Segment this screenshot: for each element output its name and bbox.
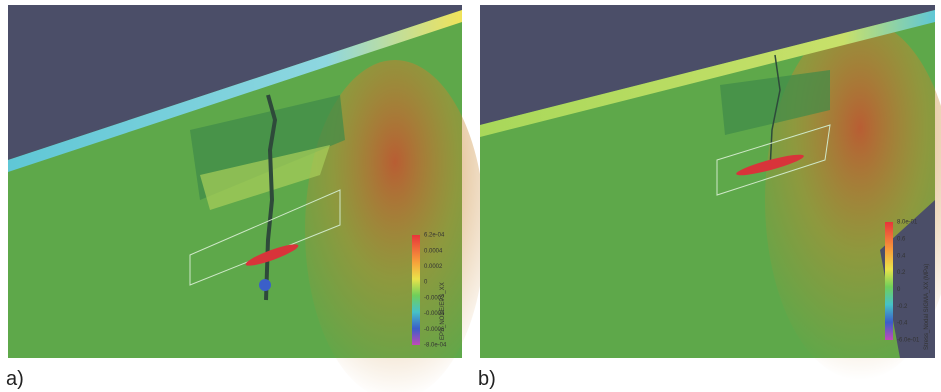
dent-highlight [200, 145, 330, 210]
colorbar [412, 235, 420, 345]
plume [305, 60, 485, 392]
colorbar-tick-label: 0.6 [897, 236, 906, 242]
colorbar [885, 222, 893, 340]
colorbar-title: Stress_Nodal SIGMA_XX (MPa) [924, 264, 930, 350]
colorbar-tick-label: 0.0004 [424, 248, 443, 254]
colorbar-tick-label: 0 [897, 287, 901, 293]
colorbar-tick-label: -0.4 [897, 321, 908, 327]
dent [720, 70, 830, 135]
crack [264, 94, 278, 301]
background [8, 5, 462, 160]
colorbar-tick-label: -0.0006 [424, 327, 445, 333]
colorbar-tick-label: 0.2 [897, 270, 906, 276]
colorbar-tick-label: 0.0002 [424, 264, 443, 270]
edge [480, 10, 935, 137]
colorbar-tick-label: 8.0e-01 [897, 220, 918, 226]
colorbar-tick-label: 6.2e-04 [424, 233, 445, 239]
edge [8, 10, 462, 172]
colorbar-tick-label: 0.4 [897, 253, 906, 259]
colorbar-tick-label: -0.0004 [424, 311, 445, 317]
crack-plane [716, 124, 831, 196]
background [480, 5, 935, 125]
crack-plane [189, 189, 341, 286]
colorbar-tick-label: -8.0e-04 [424, 343, 447, 349]
panel-b: 8.0e-01 0.6 0.4 0.2 0 -0.2 -0.4 -6.0e-01 Stress… [478, 5, 941, 390]
colorbar-tick-label: 0 [424, 280, 428, 286]
colorbar-tick-label: -0.2 [897, 304, 908, 310]
hotspot [245, 244, 299, 266]
crack [769, 54, 781, 171]
colorbar-title: EPS_NODE/EPS_XX [440, 282, 446, 340]
panel-label: a) [6, 368, 24, 390]
panel-label: b) [478, 368, 496, 390]
hotspot [736, 154, 804, 176]
background-corner [880, 200, 935, 358]
colorbar-tick-label: -0.0002 [424, 295, 445, 301]
panel-a: 6.2e-04 0.0004 0.0002 0 -0.0002 -0.0004 -0.000… [6, 5, 485, 392]
coldspot [259, 279, 271, 291]
colorbar-tick-label: -6.0e-01 [897, 338, 920, 344]
